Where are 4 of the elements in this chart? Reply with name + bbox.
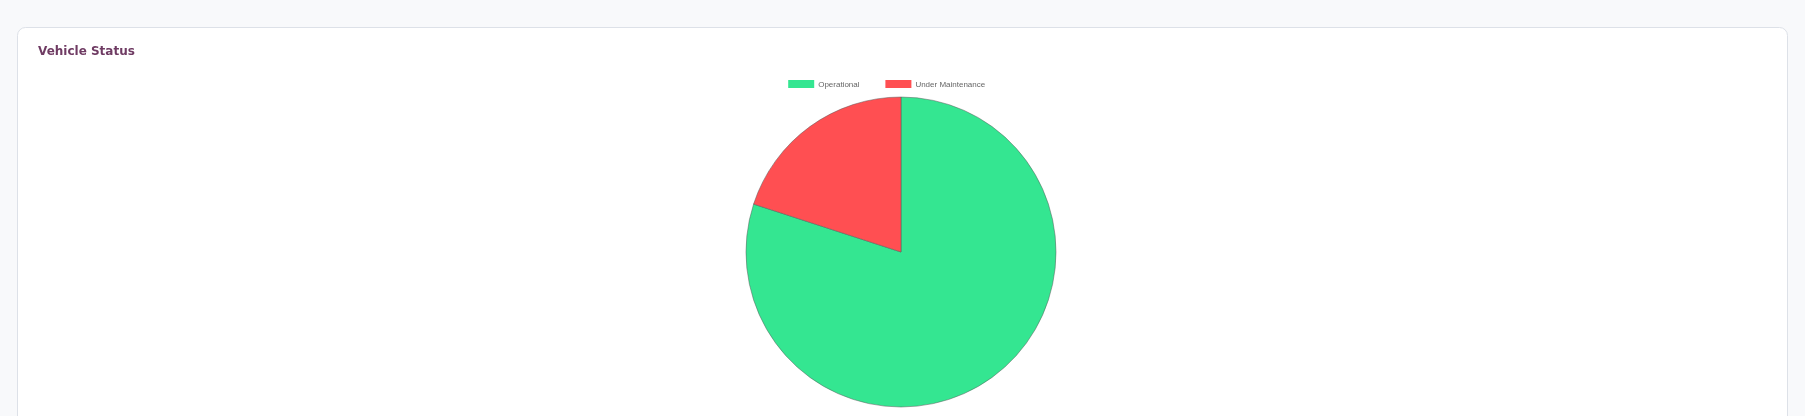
text: Vehicle Status bbox=[38, 44, 135, 58]
pie-slice bbox=[746, 96, 1057, 408]
legend-label: Operational bbox=[818, 80, 860, 89]
legend-label: Under Maintenance bbox=[915, 80, 986, 89]
